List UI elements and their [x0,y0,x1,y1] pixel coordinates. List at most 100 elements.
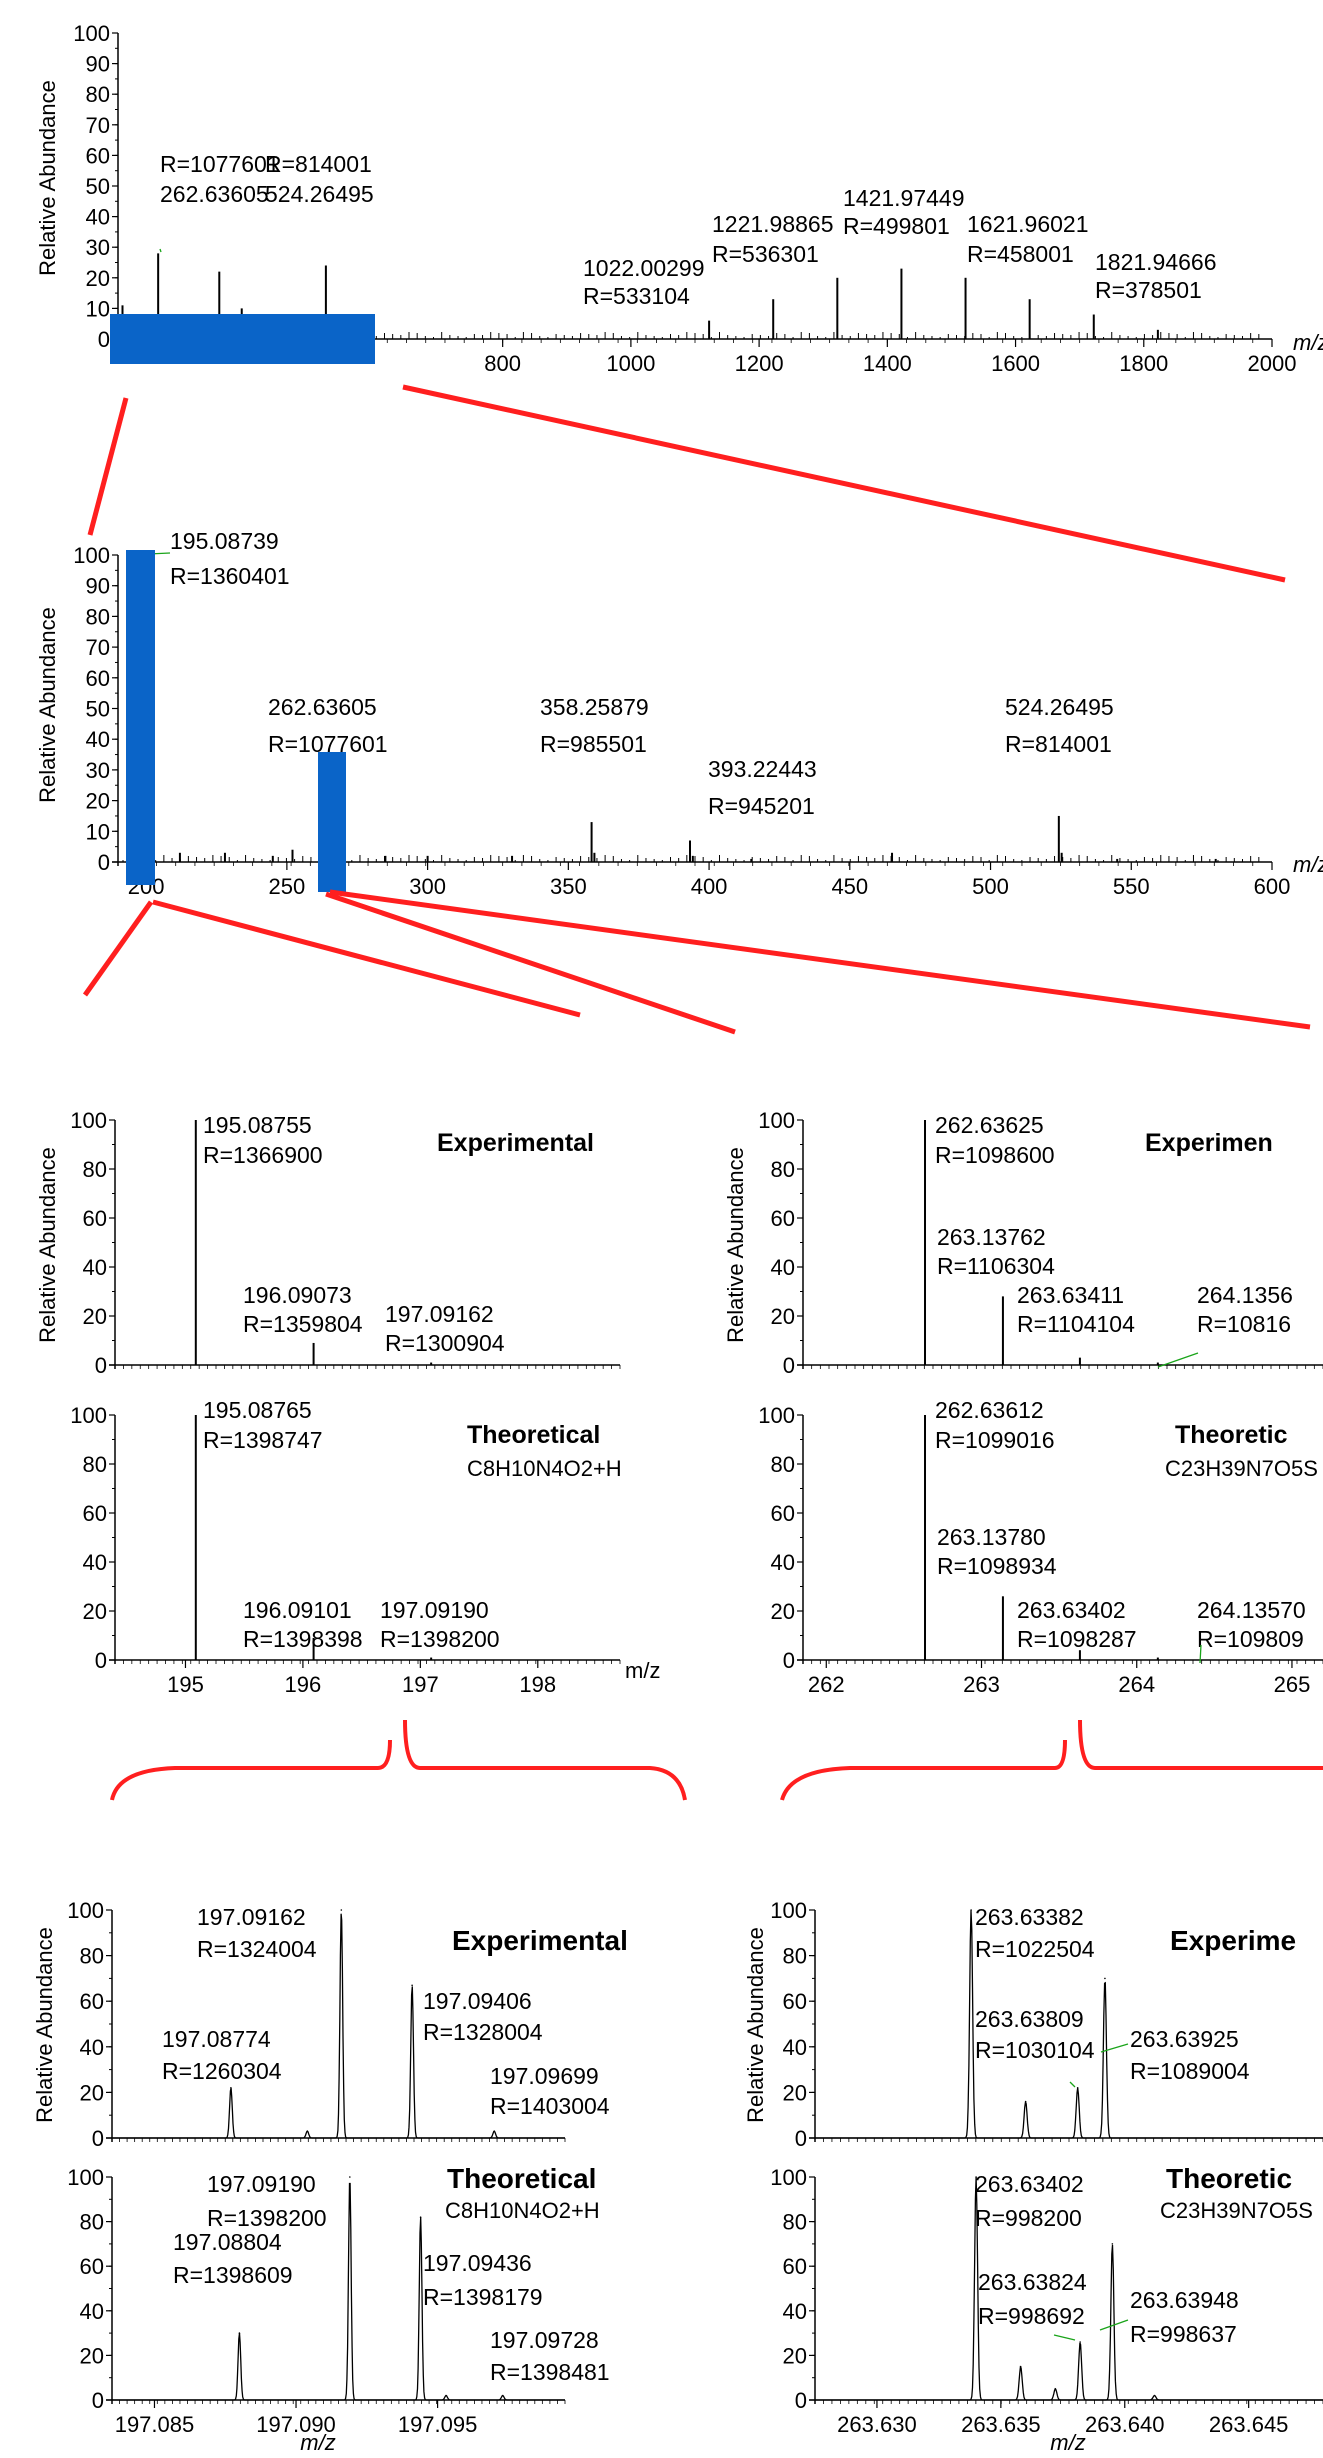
peak-apex [975,2176,977,2178]
y-tick-label: 60 [771,1501,795,1526]
spectrum-panel-zoom: 0 10 20 30 40 50 60 70 80 90 100 Relative Abundance… [35,528,1290,899]
y-tick-label: 0 [95,1648,107,1673]
y-tick-label: 30 [86,758,110,783]
y-tick-label: 10 [86,296,110,321]
panel-title: Experimental [452,1925,628,1956]
x-tick-label: 350 [550,874,587,899]
molecular-formula: C8H10N4O2+H [445,2198,600,2223]
peak-resolution-label: R=1077601 [160,151,280,177]
spectrum-panel-right_theo: 0 20 40 60 80 100 262 263 264 265 262.63612 R=10990… [758,1397,1323,1697]
y-axis-title: Relative Abundance [32,1927,57,2123]
peak-resolution-label: R=378501 [1095,277,1202,303]
y-tick-label: 40 [86,205,110,230]
peak-resolution-label: R=499801 [843,213,950,239]
peak-mz-label: 263.13780 [937,1524,1046,1550]
x-tick-label: 263.640 [1085,2412,1165,2437]
peak-apex [501,2394,504,2397]
profile-trace [815,1910,1323,2139]
spectrum-panel-full: 0 10 20 30 40 50 60 70 80 90 100 Relative Abundance… [35,21,1296,376]
zoom-brace [780,1719,1323,1801]
peak-mz-label: 197.09728 [490,2327,599,2353]
y-tick-label: 60 [80,2254,104,2279]
y-tick-label: 80 [771,1452,795,1477]
panel-title: Experimen [1145,1129,1273,1157]
peak-resolution-label: R=1398179 [423,2284,543,2310]
x-tick-label: 263 [963,1672,1000,1697]
y-tick-label: 20 [783,2343,807,2368]
label-leader-line [1069,2081,1076,2088]
label-leader-line [1053,2334,1076,2341]
peak-mz-label: 196.09101 [243,1597,352,1623]
peak-mz-label: 197.09162 [385,1301,494,1327]
peak-mz-label: 262.63612 [935,1397,1044,1423]
peak-resolution-label: R=1106304 [937,1253,1055,1279]
peak-mz-label: 197.09436 [423,2250,532,2276]
spectrum-panel-fine_left_exp: 0 20 40 60 80 100 Relative Abundance 197.09162 R… [32,1898,628,2151]
y-tick-label: 20 [83,1304,107,1329]
peak-resolution-label: R=1324004 [197,1936,317,1962]
profile-trace [112,1913,565,2139]
peak-resolution-label: R=536301 [712,241,819,267]
x-tick-label: 195 [167,1672,204,1697]
peak-apex [238,2332,241,2334]
peak-resolution-label: R=1300904 [385,1330,505,1356]
x-tick-label: 550 [1113,874,1150,899]
x-tick-label: 800 [484,351,521,376]
peak-resolution-label: R=945201 [708,793,815,819]
panel-title: Experime [1170,1925,1296,1956]
y-tick-label: 100 [770,2165,807,2190]
y-tick-label: 70 [86,635,110,660]
peak-resolution-label: R=1366900 [203,1142,323,1168]
y-tick-label: 100 [73,21,110,46]
x-tick-label: 197.090 [256,2412,336,2437]
x-tick-label: 262 [808,1672,845,1697]
zoom-connector-line [329,889,1311,1030]
x-tick-label: 450 [831,874,868,899]
y-tick-label: 100 [67,1898,104,1923]
zoom-brace [110,1719,687,1801]
x-tick-label: 600 [1254,874,1291,899]
peak-mz-label: 1821.94666 [1095,249,1217,275]
peak-mz-label: 263.63809 [975,2006,1084,2032]
peak-resolution-label: R=533104 [583,283,690,309]
peak-resolution-label: R=1098934 [937,1553,1057,1579]
y-tick-label: 10 [86,819,110,844]
peak-resolution-label: R=10816 [1197,1311,1291,1337]
peak-resolution-label: R=998692 [978,2303,1085,2329]
peak-mz-label: 524.26495 [1005,694,1114,720]
peak-mz-label: 263.63948 [1130,2287,1239,2313]
x-unit-label: m/z [625,1658,660,1683]
peak-mz-label: 195.08755 [203,1112,312,1138]
y-tick-label: 80 [783,1944,807,1969]
peak-mz-label: 197.09162 [197,1904,306,1930]
peak-apex [493,2130,496,2132]
peak-resolution-label: R=1098600 [935,1142,1055,1168]
peak-apex [306,2130,309,2132]
peak-resolution-label: R=1398200 [207,2205,327,2231]
y-tick-label: 100 [67,2165,104,2190]
peak-mz-label: 197.09406 [423,1988,532,2014]
y-tick-label: 80 [80,2210,104,2235]
panel-title: Theoretical [447,2163,596,2194]
peak-apex [340,1909,343,1911]
peak-resolution-label: R=1099016 [935,1427,1055,1453]
peak-mz-label: 1421.97449 [843,185,965,211]
y-tick-label: 90 [86,52,110,77]
molecular-formula: C8H10N4O2+H [467,1456,622,1481]
x-tick-label: 263.635 [961,2412,1041,2437]
profile-trace [815,2177,1323,2401]
peak-mz-label: 1022.00299 [583,255,705,281]
x-unit-label: m/z [1293,852,1323,877]
peak-apex [1076,2087,1079,2089]
peak-mz-label: 263.63411 [1017,1282,1124,1308]
peak-mz-label: 263.13762 [937,1224,1046,1250]
y-tick-label: 80 [83,1157,107,1182]
x-tick-label: 1800 [1119,351,1168,376]
y-tick-label: 20 [783,2080,807,2105]
y-tick-label: 50 [86,174,110,199]
peak-mz-label: 196.09073 [243,1282,352,1308]
y-tick-label: 60 [86,143,110,168]
zoom-connector-line [402,384,1286,583]
y-tick-label: 20 [83,1599,107,1624]
profile-trace [112,2182,565,2401]
